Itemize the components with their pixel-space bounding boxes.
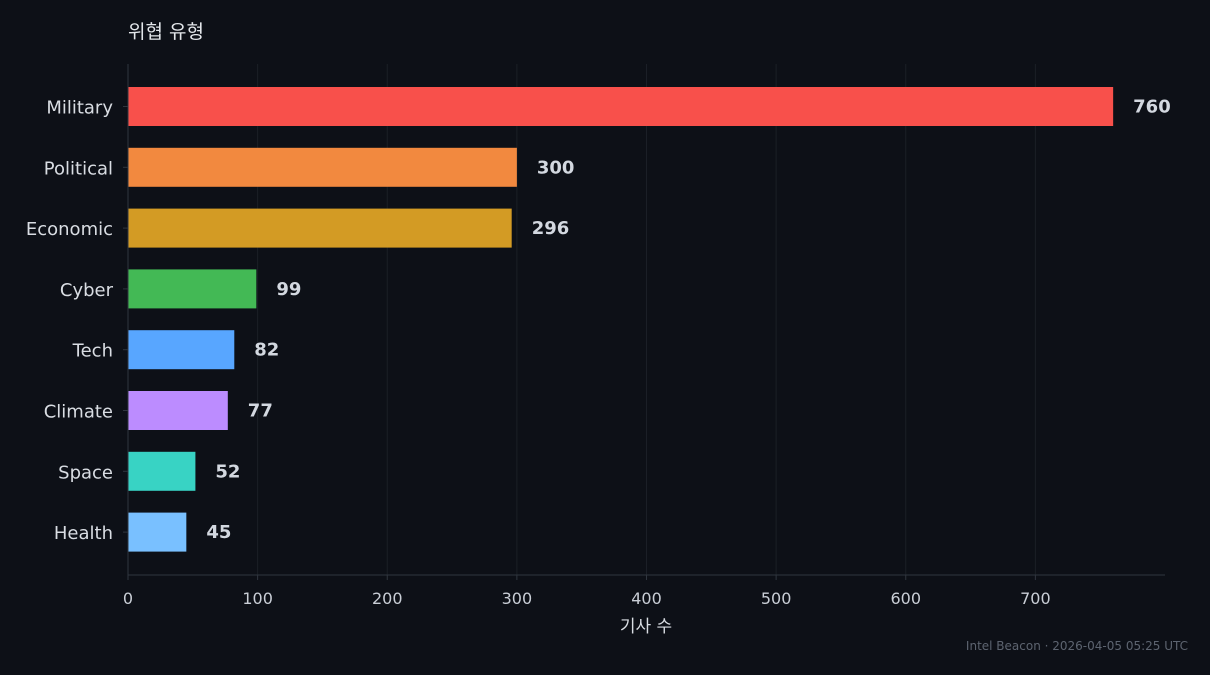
x-tick-label-400: 400 — [631, 589, 662, 608]
value-label-military: 760 — [1133, 97, 1171, 118]
x-axis-title: 기사 수 — [620, 617, 672, 637]
x-tick-label-0: 0 — [123, 589, 133, 608]
value-label-space: 52 — [215, 461, 240, 482]
category-label-political: Political — [44, 158, 113, 179]
value-label-economic: 296 — [532, 218, 570, 239]
bar-climate — [128, 391, 228, 430]
category-label-space: Space — [58, 462, 113, 483]
x-axis: 0 100 200 300 400 500 600 700 — [123, 574, 1165, 608]
x-tick-label-100: 100 — [242, 589, 273, 608]
x-tick-label-200: 200 — [372, 589, 403, 608]
category-label-military: Military — [46, 98, 113, 119]
value-label-health: 45 — [206, 522, 231, 543]
bar-military — [128, 87, 1114, 126]
x-tick-label-700: 700 — [1020, 589, 1051, 608]
bar-cyber — [128, 269, 257, 309]
bars: 760 300 296 99 82 77 52 45 — [128, 87, 1171, 552]
y-axis: Military Political Economic Cyber Tech Climat… — [26, 64, 129, 575]
category-label-economic: Economic — [26, 219, 113, 240]
bar-health — [128, 512, 187, 552]
x-tick-label-300: 300 — [502, 589, 533, 608]
chart-title: 위협 유형 — [128, 21, 204, 43]
category-label-cyber: Cyber — [60, 280, 114, 301]
category-label-tech: Tech — [72, 341, 113, 362]
x-tick-label-600: 600 — [890, 589, 921, 608]
category-label-health: Health — [54, 523, 113, 544]
category-label-climate: Climate — [44, 402, 113, 423]
value-label-tech: 82 — [254, 340, 279, 361]
gridlines — [257, 64, 1036, 575]
value-label-political: 300 — [537, 157, 575, 178]
bar-economic — [128, 208, 512, 248]
bar-political — [128, 147, 517, 187]
value-label-cyber: 99 — [276, 279, 301, 300]
bar-tech — [128, 330, 235, 370]
footer-timestamp: Intel Beacon · 2026-04-05 05:25 UTC — [966, 639, 1188, 653]
bar-space — [128, 451, 196, 491]
x-tick-label-500: 500 — [761, 589, 792, 608]
value-label-climate: 77 — [248, 401, 273, 422]
